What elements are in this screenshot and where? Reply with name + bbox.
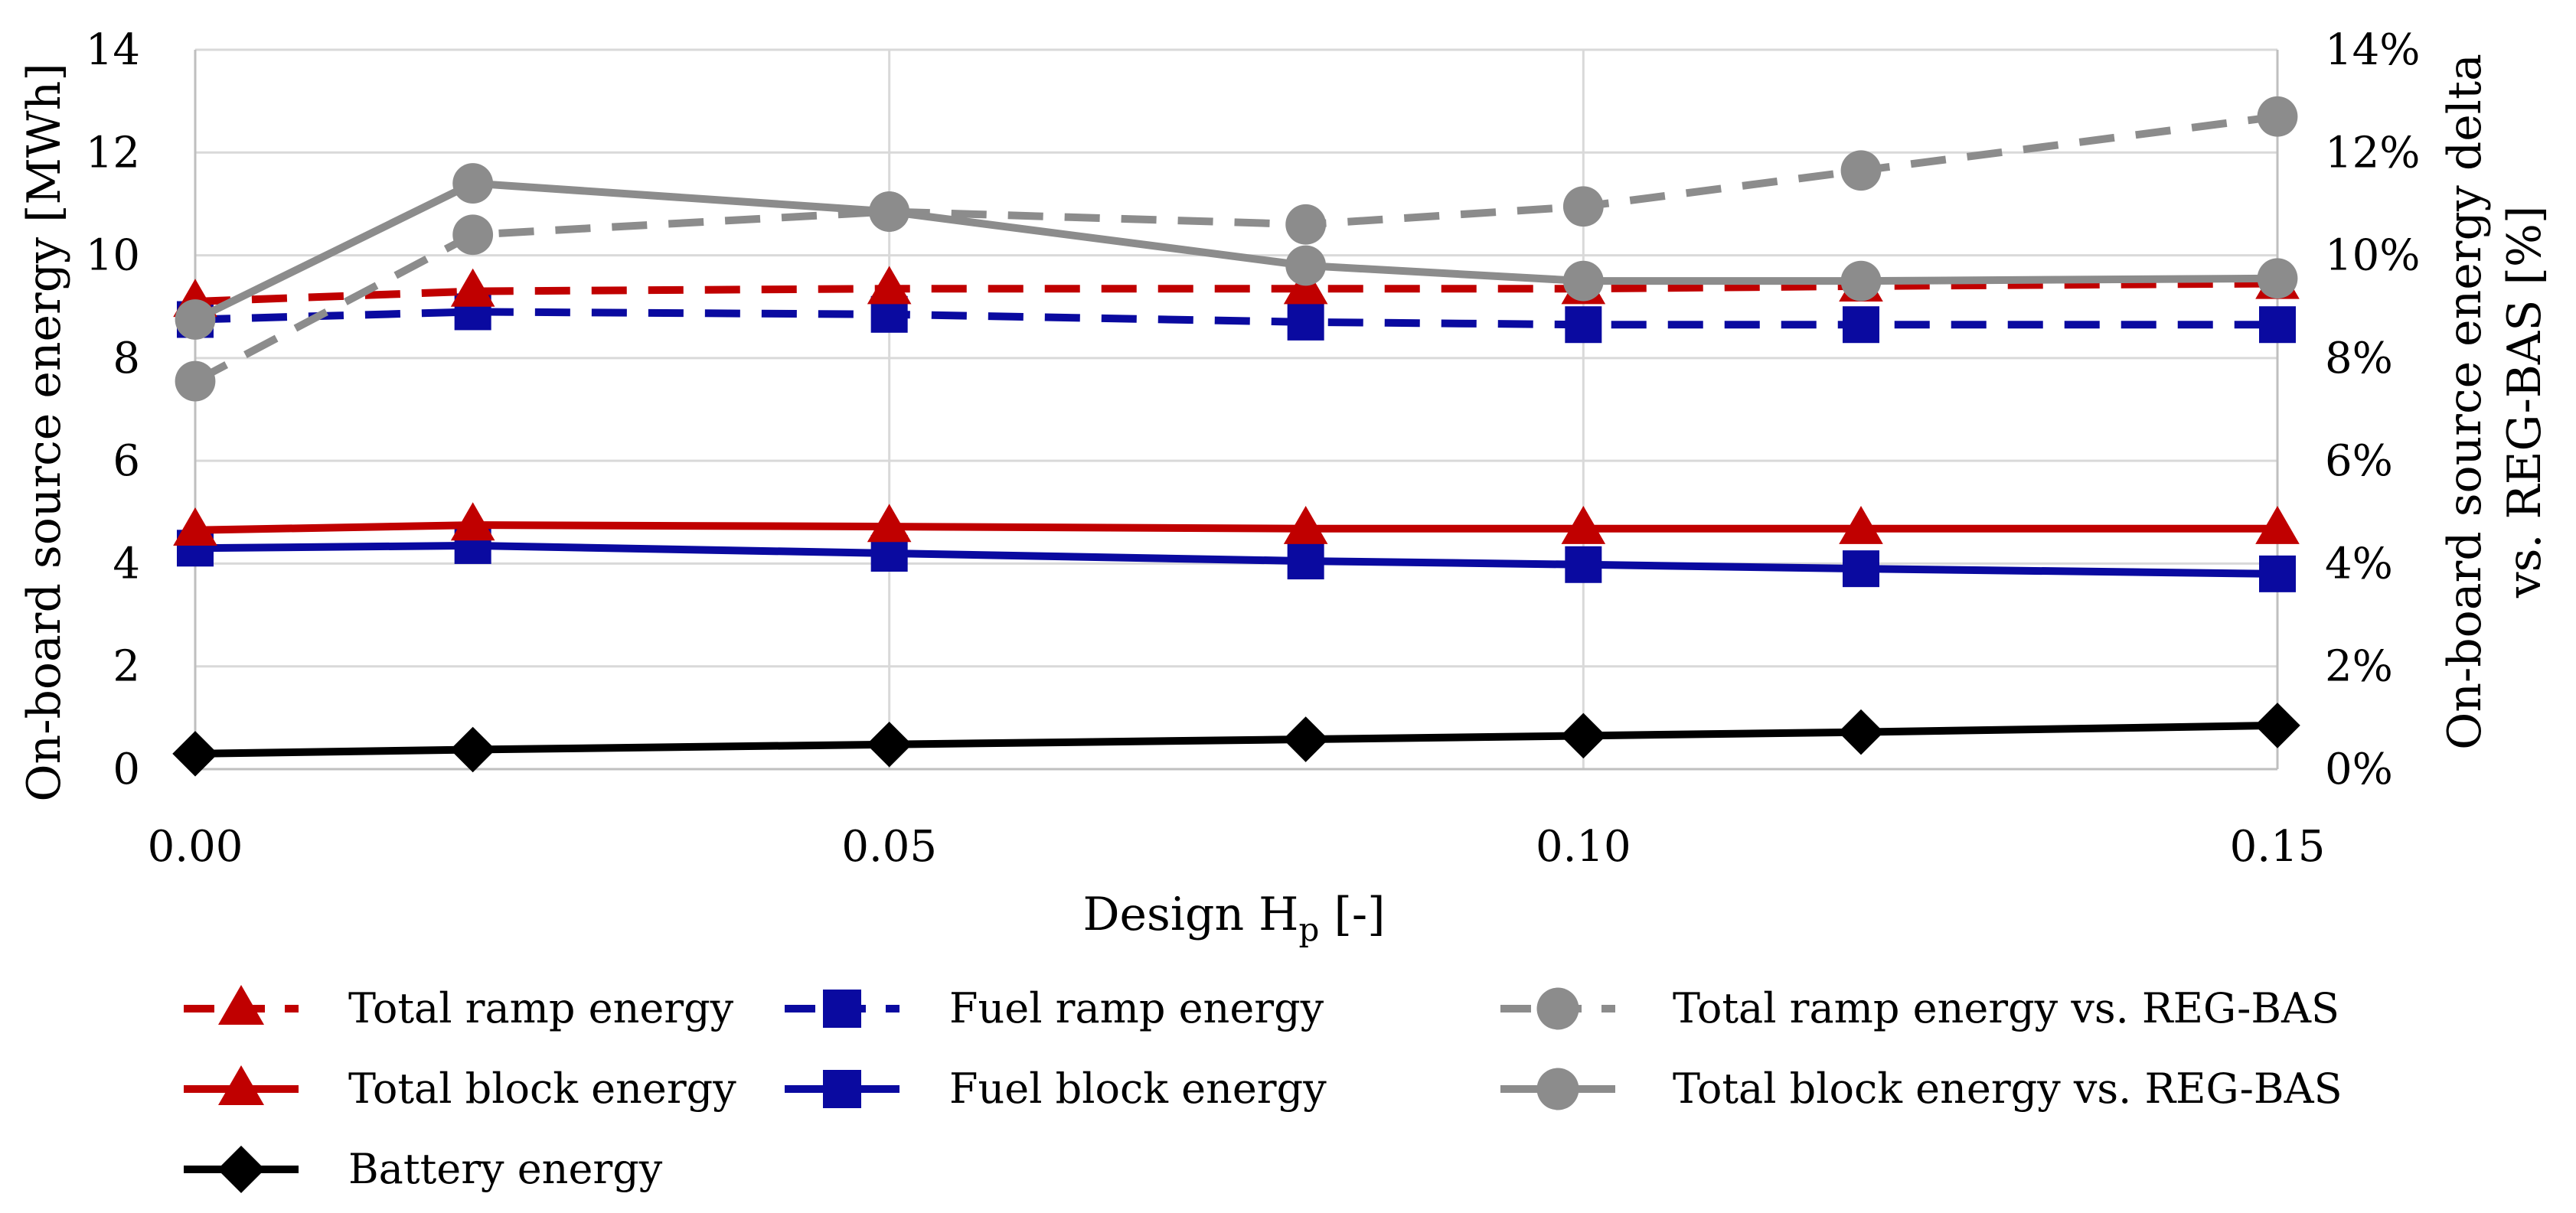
legend-label: Total block energy: [348, 1065, 736, 1113]
y-tick-label-left: 8: [113, 334, 140, 383]
data-point: [1838, 709, 1884, 755]
y-axis-right-title-line1: On-board source energy delta: [2438, 54, 2492, 750]
legend-label: Fuel block energy: [949, 1065, 1327, 1113]
data-point: [1560, 712, 1607, 759]
data-point: [175, 360, 216, 402]
data-point: [173, 507, 217, 546]
legend-swatch-marker: [218, 985, 264, 1025]
legend-item: Total ramp energy: [184, 984, 734, 1032]
data-point: [452, 214, 494, 256]
data-point: [1839, 506, 1883, 544]
y-tick-label-left: 4: [113, 539, 140, 589]
data-point: [1840, 260, 1882, 302]
y-tick-label-right: 8%: [2325, 334, 2393, 383]
legend-item: Total ramp energy vs. REG-BAS: [1500, 984, 2339, 1032]
series-total-block-energy-vs-reg-bas: [175, 163, 2298, 340]
legend-swatch-marker: [218, 1065, 264, 1105]
legend-swatch-marker: [823, 990, 861, 1028]
data-point: [2259, 306, 2296, 344]
axes: [194, 50, 2279, 771]
data-point: [172, 731, 218, 777]
y-tick-label-right: 10%: [2325, 231, 2420, 281]
legend-label: Total block energy vs. REG-BAS: [1673, 1065, 2343, 1113]
data-point: [1285, 245, 1327, 286]
legend-swatch-marker: [1536, 987, 1579, 1030]
legend-label: Fuel ramp energy: [949, 984, 1324, 1032]
series-fuel-block-energy: [177, 527, 2296, 592]
data-point: [450, 502, 495, 541]
y-tick-label-right: 4%: [2325, 539, 2393, 589]
legend-item: Total block energy vs. REG-BAS: [1500, 1065, 2343, 1113]
legend-swatch-marker: [217, 1146, 265, 1193]
data-point: [1562, 260, 1604, 302]
y-tick-label-right: 0%: [2325, 745, 2393, 794]
x-axis-title-subscript: p: [1298, 911, 1319, 948]
data-point: [2257, 258, 2298, 299]
y-axis-right-title-line2: vs. REG-BAS [%]: [2498, 206, 2552, 599]
y-axis-left-title: On-board source energy [MWh]: [18, 63, 71, 801]
y-tick-label-right: 6%: [2325, 436, 2393, 486]
data-point: [2255, 506, 2300, 544]
data-point: [1285, 204, 1327, 245]
legend-item: Total block energy: [184, 1065, 736, 1113]
data-point: [1287, 543, 1324, 580]
data-point: [1565, 306, 1602, 344]
data-point: [1565, 546, 1602, 583]
data-point: [1843, 550, 1879, 588]
y-tick-label-left: 6: [113, 436, 140, 486]
legend: Total ramp energy Fuel ramp energy Total r…: [184, 984, 2343, 1193]
y-tick-label-right: 14%: [2325, 25, 2420, 75]
data-point: [175, 299, 216, 340]
data-point: [2257, 96, 2298, 137]
y-tick-label-right: 2%: [2325, 642, 2393, 692]
series-total-block-energy: [173, 502, 2300, 546]
data-point: [1287, 303, 1324, 341]
data-point: [1282, 716, 1329, 762]
data-point: [1840, 150, 1882, 191]
data-point: [1843, 306, 1879, 344]
x-tick-label: 0.00: [148, 822, 243, 872]
legend-label: Battery energy: [348, 1145, 663, 1193]
data-point: [866, 722, 913, 768]
series-battery-energy: [172, 703, 2300, 777]
legend-item: Battery energy: [184, 1145, 663, 1193]
y-tick-label-right: 12%: [2325, 128, 2420, 178]
data-point: [2259, 555, 2296, 592]
x-tick-label: 0.10: [1536, 822, 1631, 872]
data-point: [1561, 506, 1606, 544]
x-axis-title-suffix: [-]: [1319, 888, 1385, 941]
data-point: [450, 268, 495, 307]
x-tick-label: 0.05: [841, 822, 937, 872]
tick-labels: 0 2 4 6 8 10 12 14 0% 2% 4% 6% 8% 10% 12% 14% 0.00 0.05 0.…: [86, 25, 2421, 872]
data-point: [869, 191, 910, 232]
legend-item: Fuel ramp energy: [785, 984, 1324, 1032]
y-tick-label-left: 10: [86, 231, 140, 281]
x-tick-label: 0.15: [2230, 822, 2326, 872]
y-tick-label-left: 14: [86, 25, 140, 75]
legend-label: Total ramp energy: [348, 984, 734, 1032]
data-point: [867, 504, 912, 543]
data-point: [1283, 506, 1328, 544]
legend-swatch-marker: [1536, 1068, 1579, 1110]
x-axis-title: Design Hp [-]: [1082, 888, 1385, 948]
data-point: [867, 266, 912, 305]
y-tick-label-left: 12: [86, 128, 140, 178]
data-point: [452, 163, 494, 204]
legend-item: Fuel block energy: [785, 1065, 1327, 1113]
x-axis-title-main: Design H: [1082, 888, 1298, 941]
y-tick-label-left: 2: [113, 642, 140, 692]
series-layer: [172, 96, 2300, 777]
legend-swatch-marker: [823, 1070, 861, 1108]
legend-label: Total ramp energy vs. REG-BAS: [1673, 984, 2339, 1032]
data-point: [1562, 186, 1604, 227]
data-point: [2254, 703, 2300, 748]
y-tick-label-left: 0: [113, 745, 140, 794]
gridlines: [195, 48, 2277, 769]
data-point: [449, 726, 496, 773]
